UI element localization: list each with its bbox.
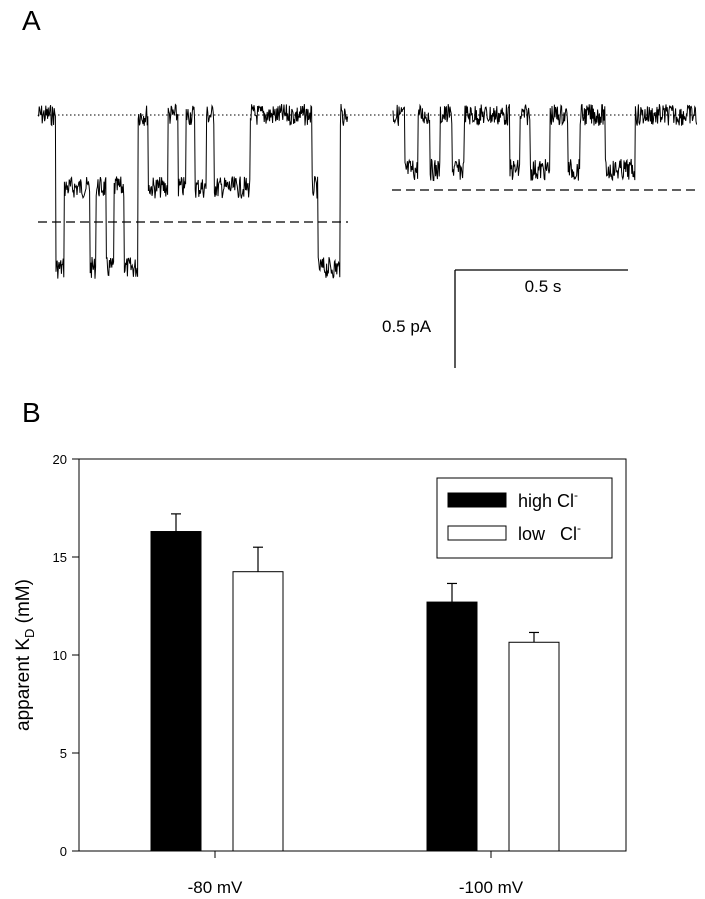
y-tick-label: 5: [60, 746, 67, 761]
legend-label-high: high Cl-: [518, 488, 578, 511]
y-axis-label-main: apparent K: [13, 638, 34, 731]
y-axis-label-unit: (mM): [13, 579, 34, 629]
bar-low-cl-1: [508, 641, 560, 852]
panel-a-traces: [37, 103, 698, 279]
current-trace-left: [37, 103, 349, 279]
legend-label-low: low Cl-: [518, 521, 581, 544]
current-trace-right: [392, 103, 698, 182]
legend-swatch-low: [447, 525, 507, 541]
x-axis: -80 mV -100 mV: [188, 851, 524, 897]
x-tick-label: -80 mV: [188, 878, 243, 897]
y-axis-label-subscript: D: [22, 629, 37, 638]
panel-b-label: B: [22, 397, 41, 428]
scale-bar: 0.5 s 0.5 pA: [382, 269, 628, 368]
bar-high-cl-0: [150, 531, 202, 852]
y-tick-label: 15: [53, 550, 67, 565]
legend-frame: [436, 477, 613, 559]
scale-bar-current-label: 0.5 pA: [382, 317, 432, 336]
legend: high Cl- low Cl-: [436, 477, 613, 559]
bars: [150, 513, 560, 852]
y-tick-label: 10: [53, 648, 67, 663]
legend-swatch-high: [447, 492, 507, 508]
y-tick-label: 20: [53, 452, 67, 467]
y-axis-label: apparent KD (mM): [13, 579, 37, 731]
y-axis: 0 5 10 15 20: [53, 452, 79, 859]
x-tick-label: -100 mV: [459, 878, 524, 897]
panel-a-label: A: [22, 5, 41, 36]
bar-high-cl-1: [426, 601, 478, 852]
y-tick-label: 0: [60, 844, 67, 859]
scale-bar-time-label: 0.5 s: [525, 277, 562, 296]
bar-low-cl-0: [232, 571, 284, 852]
